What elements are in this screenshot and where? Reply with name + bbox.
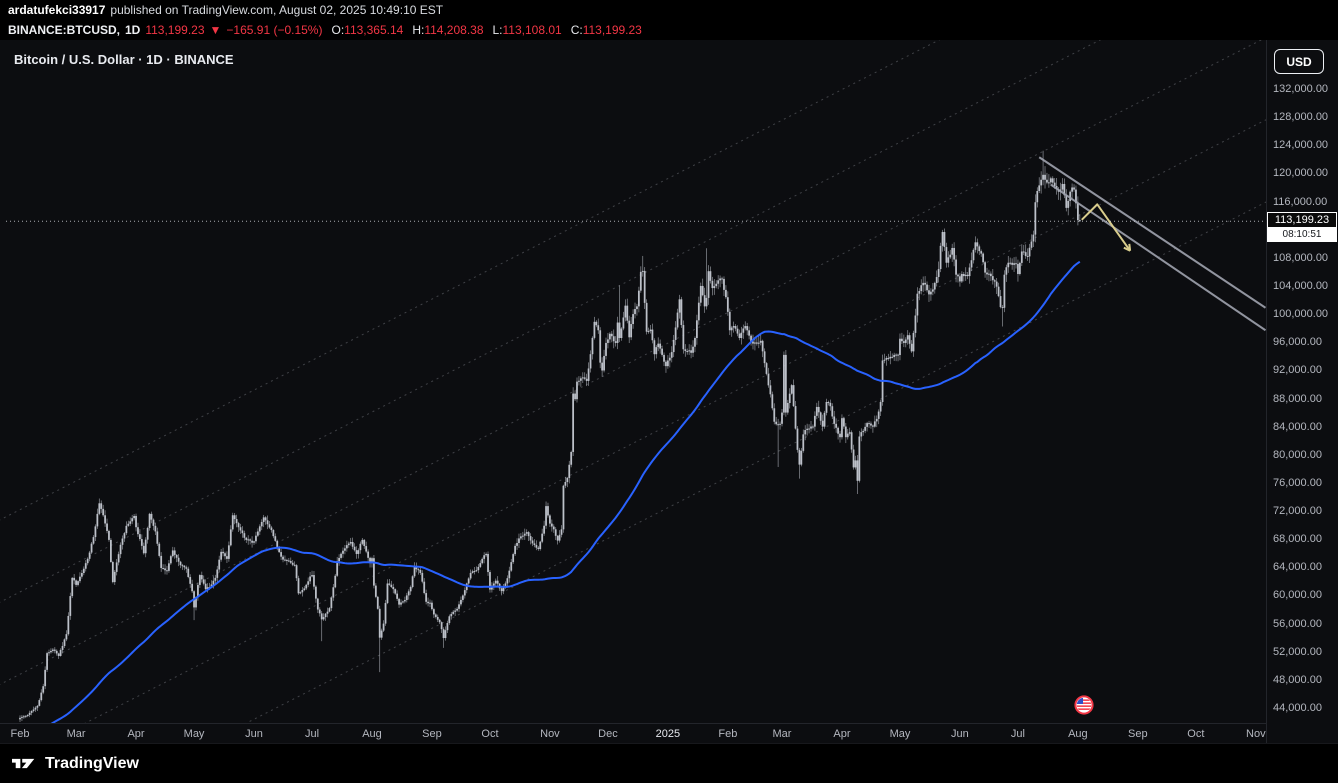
time-tick-label: Sep <box>422 728 442 740</box>
price-tick-label: 76,000.00 <box>1273 476 1322 489</box>
time-tick-label: Aug <box>362 728 382 740</box>
price-axis[interactable]: 132,000.00 128,000.00 124,000.00 120,000.00… <box>1266 40 1338 743</box>
tradingview-logo-icon <box>12 758 35 769</box>
symbol-bar: BINANCE:BTCUSD, 1D 113,199.23 ▼ −165.91 (−0.… <box>0 20 1338 40</box>
brand-name: TradingView <box>45 754 139 772</box>
price-tick-label: 92,000.00 <box>1273 364 1322 377</box>
price-tick-label: 120,000.00 <box>1273 167 1329 180</box>
price-tick-label: 128,000.00 <box>1273 111 1329 124</box>
publisher-username: ardatufekci33917 <box>8 3 106 17</box>
chart-title: Bitcoin / U.S. Dollar · 1D · BINANCE <box>14 52 234 67</box>
time-tick-label: Oct <box>481 728 499 740</box>
time-tick-label: Mar <box>772 728 792 740</box>
symbol-name: BINANCE:BTCUSD, <box>8 23 120 37</box>
price-tick-label: 48,000.00 <box>1273 673 1322 686</box>
high-label: H: <box>412 23 425 37</box>
open-label: O: <box>331 23 345 37</box>
low-label: L: <box>492 23 503 37</box>
publish-bar: ardatufekci33917 published on TradingView… <box>0 0 1338 20</box>
time-axis[interactable]: Feb Mar Apr May Jun Jul Aug Sep Oct Nov Dec 2025 Feb… <box>0 723 1266 743</box>
low-value: 113,108.01 <box>502 23 562 37</box>
open-value: 113,365.14 <box>344 23 404 37</box>
price-tick-label: 52,000.00 <box>1273 645 1322 658</box>
price-tick-label: 88,000.00 <box>1273 392 1322 405</box>
currency-toggle-button[interactable]: USD <box>1274 49 1324 74</box>
time-tick-label: May <box>889 728 911 740</box>
close-label: C: <box>570 23 583 37</box>
time-tick-label: Jun <box>245 728 263 740</box>
time-tick-label: Oct <box>1187 728 1205 740</box>
price-tick-label: 80,000.00 <box>1273 448 1322 461</box>
price-tick-label: 68,000.00 <box>1273 533 1322 546</box>
tradingview-logo[interactable]: TradingView <box>0 754 139 773</box>
price-tick-label: 100,000.00 <box>1273 308 1329 321</box>
time-tick-label: Sep <box>1128 728 1148 740</box>
price-tick-label: 104,000.00 <box>1273 279 1329 292</box>
time-tick-label: 2025 <box>655 728 681 740</box>
us-flag-icon <box>1074 695 1094 715</box>
price-tick-label: 108,000.00 <box>1273 251 1329 264</box>
high-value: 114,208.38 <box>424 23 484 37</box>
price-tick-label: 116,000.00 <box>1273 195 1328 208</box>
event-marker[interactable] <box>1074 695 1094 715</box>
time-tick-label: Nov <box>540 728 560 740</box>
time-tick-label: Nov <box>1246 728 1266 740</box>
time-tick-label: Mar <box>66 728 86 740</box>
price-tag: 113,199.23 08:10:51 <box>1267 212 1337 243</box>
footer-bar: TradingView <box>0 743 1338 783</box>
price-tick-label: 84,000.00 <box>1273 420 1322 433</box>
time-tick-label: Jul <box>305 728 320 740</box>
time-tick-label: May <box>183 728 205 740</box>
time-tick-label: Aug <box>1068 728 1088 740</box>
price-tick-label: 44,000.00 <box>1273 702 1322 714</box>
price-tag-value: 113,199.23 <box>1267 212 1337 229</box>
price-tick-label: 132,000.00 <box>1273 83 1329 95</box>
price-tick-label: 60,000.00 <box>1273 589 1322 602</box>
time-tick-label: Jul <box>1010 728 1025 740</box>
time-tick-label: Feb <box>718 728 738 740</box>
publish-info: published on TradingView.com, August 02,… <box>110 3 444 17</box>
last-price: 113,199.23 <box>145 23 205 37</box>
change-arrow-icon: ▼ <box>209 23 222 37</box>
time-tick-label: Feb <box>10 728 30 740</box>
close-value: 113,199.23 <box>582 23 642 37</box>
time-tick-label: Jun <box>951 728 969 740</box>
price-tick-label: 124,000.00 <box>1273 139 1329 152</box>
price-tag-countdown: 08:10:51 <box>1267 228 1337 243</box>
time-tick-label: Dec <box>598 728 618 740</box>
price-tick-label: 56,000.00 <box>1273 617 1322 630</box>
time-tick-label: Apr <box>127 728 145 740</box>
symbol-interval: 1D <box>125 23 141 37</box>
price-tick-label: 72,000.00 <box>1273 505 1322 518</box>
time-tick-label: Apr <box>833 728 851 740</box>
price-change: −165.91 (−0.15%) <box>226 23 323 37</box>
chart-canvas[interactable] <box>0 40 1266 723</box>
price-tick-label: 96,000.00 <box>1273 336 1322 349</box>
price-tick-label: 64,000.00 <box>1273 561 1322 574</box>
chart-area: Bitcoin / U.S. Dollar · 1D · BINANCE USD… <box>0 40 1338 743</box>
